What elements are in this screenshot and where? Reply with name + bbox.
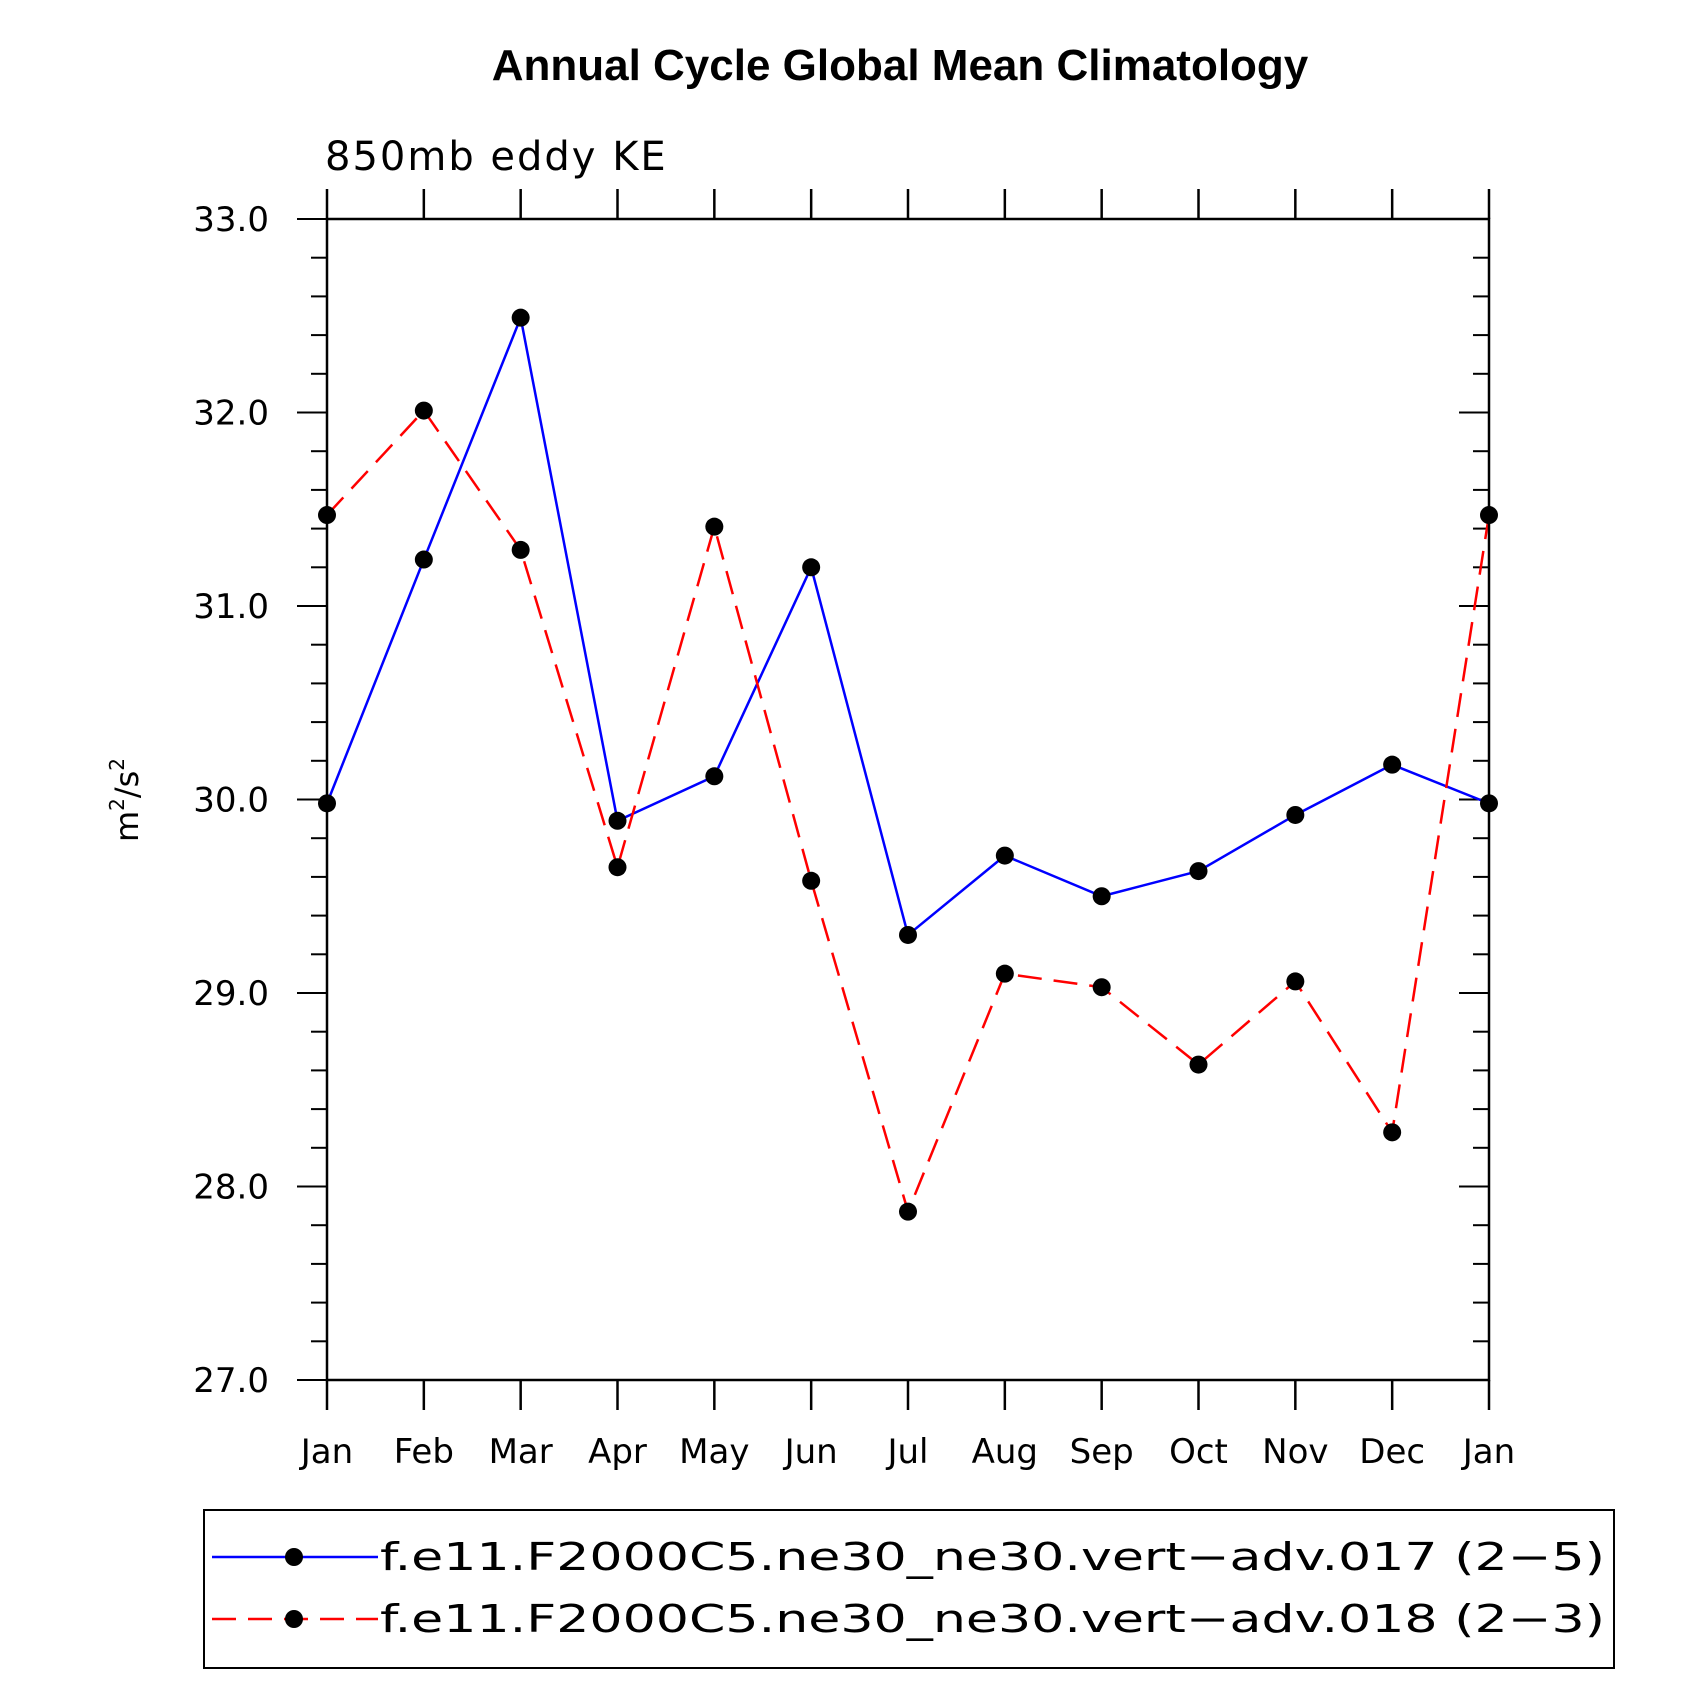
series-1-point bbox=[705, 767, 724, 786]
series-1-point bbox=[1189, 862, 1208, 881]
series-1-point bbox=[511, 308, 530, 327]
series-1-point bbox=[995, 846, 1014, 865]
x-tick-label: Jan bbox=[299, 1432, 353, 1472]
y-tick-label: 32.0 bbox=[193, 394, 269, 434]
svg-text:m2/s2: m2/s2 bbox=[105, 758, 146, 842]
legend: f.e11.F2000C5.ne30_ne30.vert−adv.017 (2−… bbox=[203, 1509, 1615, 1669]
x-tick-label: Feb bbox=[394, 1432, 454, 1472]
x-tick-label: Jan bbox=[1461, 1432, 1515, 1472]
x-tick-label: Dec bbox=[1359, 1432, 1425, 1472]
x-tick-label: Nov bbox=[1262, 1432, 1328, 1472]
x-tick-label: Aug bbox=[972, 1432, 1038, 1472]
y-axis-label-base: m bbox=[108, 811, 146, 842]
series-1-point bbox=[1092, 887, 1111, 906]
y-tick-label: 28.0 bbox=[193, 1168, 269, 1208]
data-series bbox=[318, 308, 1498, 1221]
x-tick-label: Mar bbox=[489, 1432, 553, 1472]
series-line-1 bbox=[325, 313, 1490, 938]
axis-ticks bbox=[297, 189, 1491, 1410]
y-axis-label: m2/s2 bbox=[105, 758, 146, 842]
series-1-point bbox=[1383, 755, 1402, 774]
series-1-point bbox=[608, 811, 627, 830]
y-tick-label: 33.0 bbox=[193, 200, 269, 240]
y-tick-label: 30.0 bbox=[193, 781, 269, 821]
series-2-point bbox=[802, 871, 821, 890]
series-2-point bbox=[1092, 978, 1111, 997]
series-1-point bbox=[802, 558, 821, 577]
x-tick-label: Apr bbox=[588, 1432, 647, 1472]
y-tick-label: 27.0 bbox=[193, 1361, 269, 1401]
legend-label-2: f.e11.F2000C5.ne30_ne30.vert−adv.018 (2−… bbox=[380, 1597, 1605, 1641]
legend-marker-2 bbox=[285, 1610, 303, 1628]
series-1-point bbox=[414, 550, 433, 569]
legend-label-1: f.e11.F2000C5.ne30_ne30.vert−adv.017 (2−… bbox=[380, 1535, 1605, 1579]
x-tick-label: Jul bbox=[885, 1432, 928, 1472]
chart-title: Annual Cycle Global Mean Climatology bbox=[492, 41, 1309, 90]
legend-marker-1 bbox=[285, 1548, 303, 1566]
chart-subtitle: 850mb eddy KE bbox=[325, 134, 668, 180]
series-2-point bbox=[414, 401, 433, 420]
series-2-point bbox=[995, 964, 1014, 983]
x-tick-label: Jun bbox=[783, 1432, 838, 1472]
series-2-point bbox=[511, 540, 530, 559]
legend-box bbox=[203, 1509, 1615, 1669]
series-2-point bbox=[705, 517, 724, 536]
y-tick-label: 29.0 bbox=[193, 974, 269, 1014]
series-2-point bbox=[899, 1202, 917, 1221]
series-2-point bbox=[608, 858, 627, 877]
x-tick-label: Oct bbox=[1169, 1432, 1228, 1472]
plot-frame bbox=[325, 217, 1491, 1382]
series-2-point bbox=[1189, 1055, 1208, 1074]
series-1-point bbox=[899, 925, 917, 944]
y-axis-label-mid: /s bbox=[108, 771, 146, 798]
y-axis-label-exp2: 2 bbox=[105, 758, 129, 771]
y-axis-label-exp1: 2 bbox=[105, 798, 129, 811]
series-2-point bbox=[1286, 972, 1305, 991]
x-tick-label: Sep bbox=[1070, 1432, 1134, 1472]
tick-labels: Jan Feb Mar Apr May Jun Jul Aug Sep Oct Nov Dec Jan 2… bbox=[193, 200, 1515, 1472]
series-2-point bbox=[1383, 1123, 1402, 1142]
series-line-2 bbox=[326, 408, 1491, 1216]
x-tick-label: May bbox=[679, 1432, 749, 1472]
series-1-point bbox=[1286, 805, 1305, 824]
y-tick-label: 31.0 bbox=[193, 587, 269, 627]
